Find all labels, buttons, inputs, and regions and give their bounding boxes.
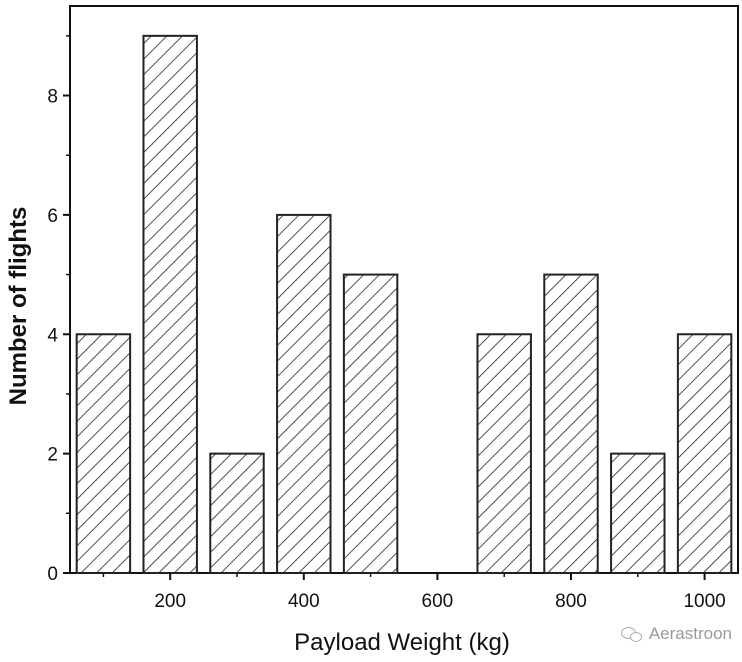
y-tick-label: 0 — [47, 564, 58, 585]
x-tick-label: 600 — [422, 591, 454, 612]
bar-200 — [142, 34, 198, 575]
x-axis-title: Payload Weight (kg) — [294, 629, 510, 656]
watermark-text: Aerastroon — [648, 624, 732, 643]
bar-500 — [342, 273, 399, 574]
x-tick-label: 1000 — [683, 591, 725, 612]
watermark: Aerastroon — [620, 624, 732, 644]
bar-100 — [75, 333, 132, 574]
bar-800 — [543, 273, 599, 574]
wechat-icon — [620, 626, 643, 642]
y-tick-label: 4 — [47, 325, 58, 346]
y-tick-label: 8 — [47, 87, 58, 108]
bar-900 — [610, 452, 666, 575]
bar-1000 — [676, 333, 733, 574]
y-axis-title: Number of flights — [5, 207, 32, 406]
x-tick-label: 200 — [154, 591, 186, 612]
x-tick-label: 800 — [555, 591, 587, 612]
bar-700 — [476, 333, 532, 574]
x-tick-label: 400 — [288, 591, 320, 612]
plot-frame — [69, 5, 739, 574]
y-tick-label: 2 — [47, 445, 58, 466]
bar-400 — [276, 213, 332, 574]
bar-300 — [209, 452, 265, 575]
y-tick-label: 6 — [47, 206, 58, 227]
